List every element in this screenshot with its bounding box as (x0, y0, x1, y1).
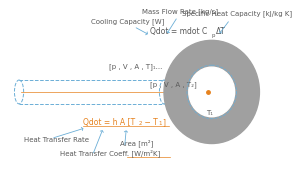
Text: p: p (212, 33, 215, 38)
Circle shape (164, 40, 260, 143)
Text: 2: 2 (138, 121, 142, 126)
Text: T₁: T₁ (206, 110, 213, 116)
Text: Qdot = mdot C: Qdot = mdot C (150, 27, 208, 36)
Circle shape (189, 67, 235, 117)
Text: Heat Transfer Coeff. [W/m²K]: Heat Transfer Coeff. [W/m²K] (60, 149, 161, 157)
Text: ΔT: ΔT (216, 27, 226, 36)
Text: [p , V , A , T₂]: [p , V , A , T₂] (150, 81, 197, 88)
Text: Cooling Capacity [W]: Cooling Capacity [W] (91, 19, 164, 25)
Text: 1: 1 (158, 121, 162, 126)
Text: [p , V , A , T]₁...: [p , V , A , T]₁... (109, 63, 162, 70)
Text: Qdot = h A [T: Qdot = h A [T (83, 118, 135, 127)
Text: Mass Flow Rate [kg/s]: Mass Flow Rate [kg/s] (142, 9, 219, 15)
Text: Heat Transfer Rate: Heat Transfer Rate (24, 137, 89, 143)
Text: Specific Heat Capacity [kJ/kg K]: Specific Heat Capacity [kJ/kg K] (182, 11, 292, 17)
Text: ]: ] (162, 118, 165, 127)
Text: Area [m²]: Area [m²] (120, 140, 153, 147)
Text: − T: − T (142, 118, 158, 127)
